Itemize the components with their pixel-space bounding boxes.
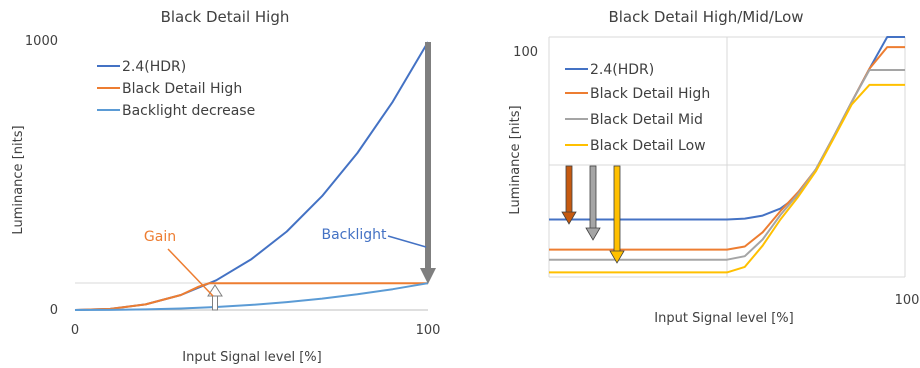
chart-1-y-tick-min: 0: [50, 303, 58, 318]
chart-2-series-low: [549, 83, 905, 274]
chart-1-gain-annotation: Gain: [144, 229, 176, 245]
chart-2-series-mid: [549, 69, 905, 261]
chart-2-legend: 2.4(HDR) Black Detail High Black Detail …: [565, 62, 710, 154]
chart-1-gain-leader-line: [167, 248, 214, 297]
chart-2-y-axis-label: Luminance [nits]: [508, 105, 523, 214]
chart-2-series-group: [549, 36, 905, 274]
chart-2-x-axis-label: Input Signal level [%]: [654, 311, 793, 326]
chart-1-x-tick-max: 100: [416, 323, 441, 338]
chart-1-legend-label-backlight: Backlight decrease: [122, 103, 255, 119]
chart-1-legend-label-high: Black Detail High: [122, 81, 242, 97]
chart-2: Black Detail High/Mid/Low 100 100 Input …: [508, 8, 919, 326]
chart-1-legend-label-hdr: 2.4(HDR): [122, 59, 186, 75]
chart-2-high-reduction-arrow: [561, 165, 577, 225]
chart-1-backlight-leader-line: [387, 235, 427, 248]
chart-2-legend-label-mid: Black Detail Mid: [590, 112, 703, 128]
chart-2-legend-label-low: Black Detail Low: [590, 138, 706, 154]
chart-1-x-tick-min: 0: [71, 323, 79, 338]
chart-2-y-tick-max: 100: [513, 45, 538, 60]
chart-1-backlight-annotation: Backlight: [321, 227, 387, 243]
chart-1-legend: 2.4(HDR) Black Detail High Backlight dec…: [97, 59, 255, 119]
chart-1-y-tick-max: 1000: [25, 34, 58, 49]
chart-1-series-group: [74, 41, 429, 311]
chart-2-plot-area: [548, 36, 906, 278]
chart-1-y-axis-label: Luminance [nits]: [11, 125, 26, 234]
chart-1: Black Detail High 1000 0 0 100 Input Sig…: [11, 8, 440, 365]
chart-1-gain-arrow: [207, 284, 223, 311]
chart-2-low-reduction-arrow: [609, 165, 625, 264]
chart-1-title: Black Detail High: [161, 8, 290, 26]
chart-2-legend-label-hdr: 2.4(HDR): [590, 62, 654, 78]
chart-1-backlight-reduction-arrow: [420, 42, 436, 284]
chart-2-x-tick-max: 100: [895, 293, 920, 308]
chart-2-title: Black Detail High/Mid/Low: [608, 8, 803, 26]
chart-1-series-backlight: [74, 282, 429, 311]
chart-1-series-high: [74, 282, 428, 311]
chart-2-mid-reduction-arrow: [585, 165, 601, 241]
chart-2-legend-label-high: Black Detail High: [590, 86, 710, 102]
chart-1-x-axis-label: Input Signal level [%]: [182, 350, 321, 365]
